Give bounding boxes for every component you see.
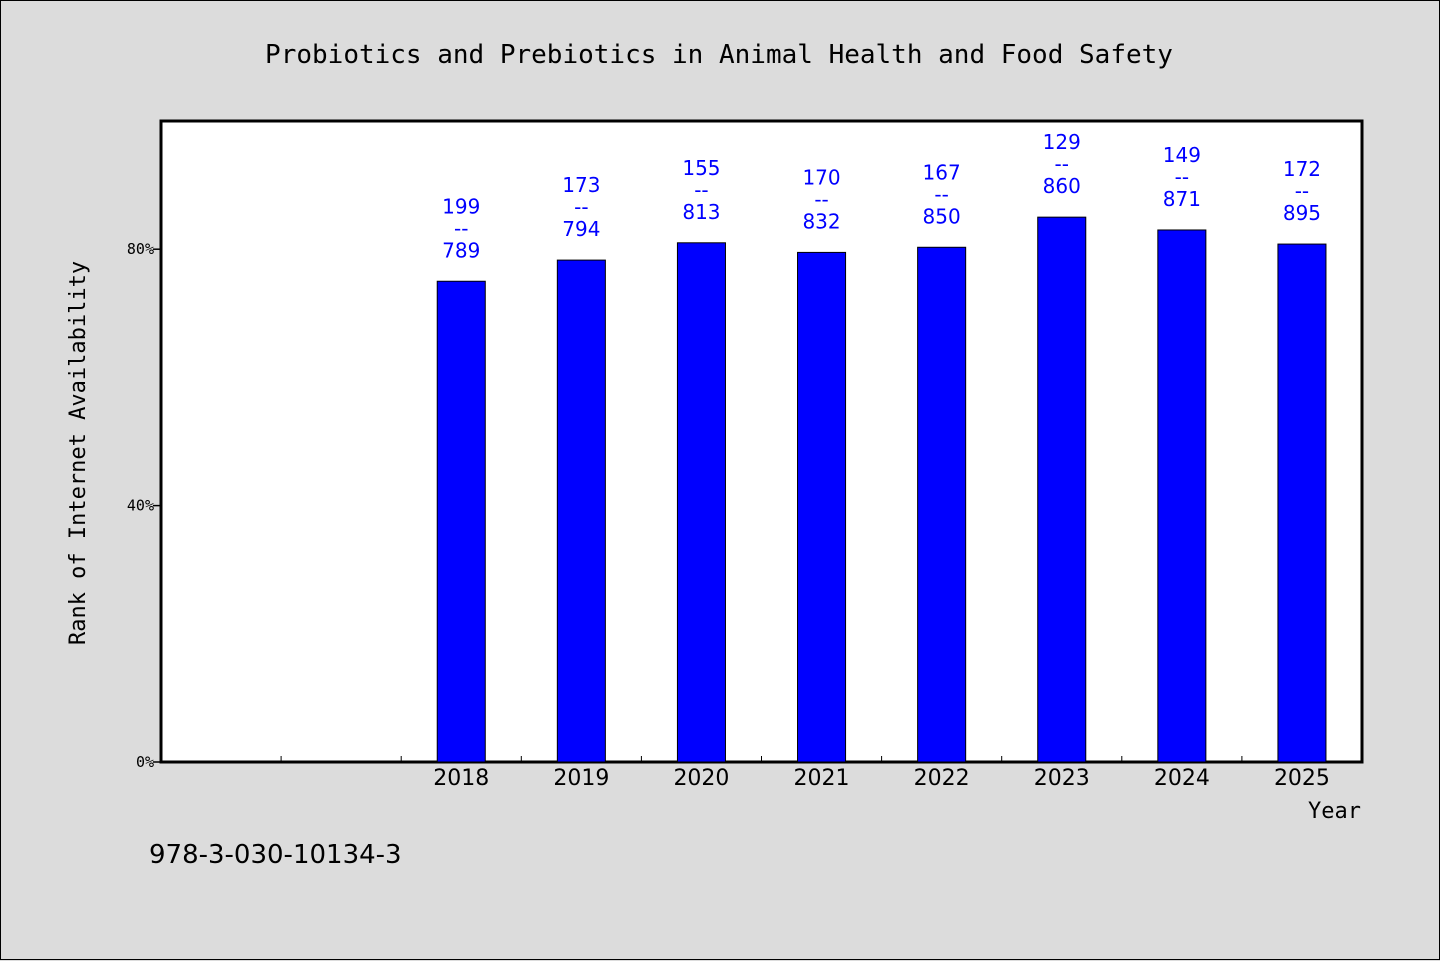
data-label: 850 [923,204,961,228]
bar [1037,216,1087,763]
data-label: 173 [562,173,600,197]
data-label: -- [694,178,708,202]
data-label: 794 [562,217,600,241]
data-label: 895 [1283,201,1321,225]
data-label: 860 [1043,174,1081,198]
data-labels: 199--789173--794155--813170--832167--850… [442,130,1321,262]
data-label: 155 [682,156,720,180]
x-tick-label: 2019 [553,766,609,791]
bar [1277,243,1327,763]
x-tick-label: 2020 [673,766,729,791]
data-label: -- [814,187,828,211]
bar [797,251,847,763]
data-label: 871 [1163,187,1201,211]
y-tick-label: 80% [127,240,154,258]
y-axis: 0% 40% 80% [127,240,161,771]
x-axis-label: Year [1308,799,1361,824]
data-label: -- [934,182,948,206]
data-label: 149 [1163,143,1201,167]
y-axis-label: Rank of Internet Availability [66,261,91,645]
x-tick-label: 2023 [1034,766,1090,791]
data-label: -- [1295,179,1309,203]
y-tick-label: 40% [127,497,154,515]
x-tick-label: 2025 [1274,766,1330,791]
data-label: 789 [442,238,480,262]
chart-title: Probiotics and Prebiotics in Animal Heal… [265,40,1173,70]
data-label: 172 [1283,157,1321,181]
x-axis: 2018 2019 2020 2021 2022 2023 2024 2025 [280,756,1330,791]
data-label: -- [574,195,588,219]
bar [917,246,967,763]
data-label: -- [1055,152,1069,176]
data-label: 170 [802,165,840,189]
data-label: -- [454,216,468,240]
data-label: 832 [802,209,840,233]
isbn-text: 978-3-030-10134-3 [149,840,402,870]
x-tick-label: 2018 [433,766,489,791]
x-tick-label: 2021 [794,766,850,791]
data-label: -- [1175,165,1189,189]
data-label: 129 [1043,130,1081,154]
x-tick-label: 2022 [914,766,970,791]
x-tick-label: 2024 [1154,766,1210,791]
data-label: 199 [442,194,480,218]
bar [676,242,726,763]
y-tick-label: 0% [136,753,154,771]
bar [556,259,606,763]
bar [1157,229,1207,763]
data-label: 813 [682,200,720,224]
bar-series [436,216,1327,763]
bar [436,280,486,763]
data-label: 167 [923,160,961,184]
